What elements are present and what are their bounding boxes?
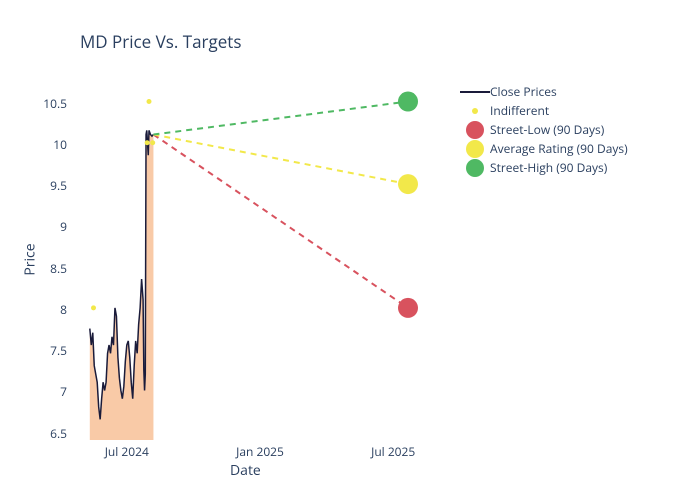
plot-svg bbox=[75, 85, 445, 440]
legend-item-street-low[interactable]: Street-Low (90 Days) bbox=[460, 120, 628, 139]
y-tick-label: 6.5 bbox=[50, 425, 67, 442]
legend-item-street-high[interactable]: Street-High (90 Days) bbox=[460, 158, 628, 177]
bigdot-swatch-icon bbox=[460, 120, 490, 140]
y-tick-label: 8.5 bbox=[50, 260, 67, 277]
dot-swatch-icon bbox=[460, 105, 490, 117]
legend-item-average-rating[interactable]: Average Rating (90 Days) bbox=[460, 139, 628, 158]
x-tick-label: Jul 2025 bbox=[371, 443, 415, 460]
x-tick-label: Jan 2025 bbox=[236, 443, 284, 460]
y-tick-label: 9.5 bbox=[50, 177, 67, 194]
chart-title: MD Price Vs. Targets bbox=[80, 30, 241, 53]
legend-label: Street-Low (90 Days) bbox=[490, 121, 604, 138]
legend-label: Indifferent bbox=[490, 102, 549, 119]
y-axis-label: Price bbox=[21, 243, 40, 275]
x-tick-label: Jul 2024 bbox=[105, 443, 149, 460]
price-targets-chart: MD Price Vs. Targets Price Date 6.577.58… bbox=[0, 0, 700, 500]
chart-legend: Close Prices Indifferent Street-Low (90 Da… bbox=[460, 82, 628, 177]
y-tick-label: 10 bbox=[53, 136, 67, 153]
legend-item-close-prices[interactable]: Close Prices bbox=[460, 82, 628, 101]
plot-area: 6.577.588.599.51010.5 Jul 2024Jan 2025Ju… bbox=[75, 85, 445, 440]
x-axis-label: Date bbox=[230, 461, 261, 480]
y-tick-label: 10.5 bbox=[43, 95, 67, 112]
y-tick-label: 7 bbox=[60, 383, 67, 400]
y-tick-label: 9 bbox=[60, 218, 67, 235]
y-tick-label: 7.5 bbox=[50, 342, 67, 359]
legend-item-indifferent[interactable]: Indifferent bbox=[460, 101, 628, 120]
legend-label: Street-High (90 Days) bbox=[490, 159, 607, 176]
y-tick-label: 8 bbox=[60, 301, 67, 318]
line-swatch-icon bbox=[460, 86, 490, 98]
bigdot-swatch-icon bbox=[460, 139, 490, 159]
legend-label: Average Rating (90 Days) bbox=[490, 140, 628, 157]
legend-label: Close Prices bbox=[490, 83, 557, 100]
bigdot-swatch-icon bbox=[460, 158, 490, 178]
